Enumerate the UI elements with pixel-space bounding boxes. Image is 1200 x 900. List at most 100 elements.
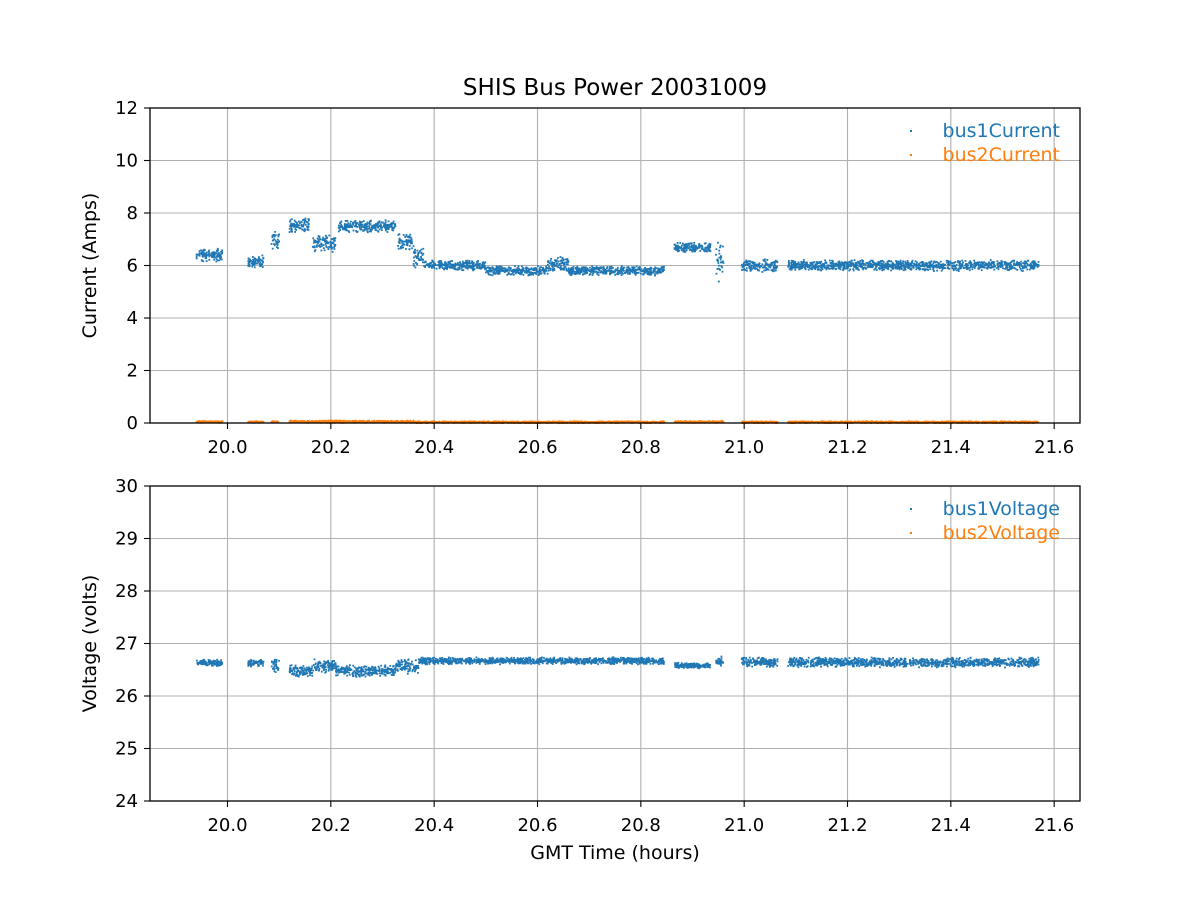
- data-point: [929, 263, 931, 265]
- data-point: [746, 263, 749, 265]
- data-point: [1018, 264, 1021, 267]
- data-point: [886, 267, 889, 270]
- data-point: [514, 265, 516, 268]
- data-point: [202, 253, 204, 256]
- data-point: [859, 262, 861, 265]
- data-point: [197, 420, 200, 423]
- data-point: [556, 262, 559, 265]
- data-point: [509, 267, 512, 269]
- data-point: [298, 420, 301, 423]
- data-point: [908, 264, 910, 266]
- data-point: [925, 262, 928, 264]
- data-point: [334, 245, 336, 247]
- data-point: [876, 263, 879, 265]
- data-point: [313, 241, 315, 244]
- data-point: [816, 268, 819, 271]
- data-point: [330, 420, 333, 423]
- data-point: [478, 264, 481, 267]
- data-point: [823, 265, 826, 268]
- data-point: [498, 269, 501, 272]
- data-point: [605, 269, 607, 272]
- data-point: [828, 268, 831, 270]
- data-point: [248, 264, 251, 266]
- data-point: [218, 259, 221, 262]
- data-point: [324, 243, 327, 246]
- data-point: [256, 259, 259, 261]
- data-point: [698, 245, 700, 247]
- data-point: [511, 421, 514, 423]
- data-point: [577, 272, 579, 275]
- data-point: [1005, 267, 1008, 269]
- data-point: [343, 228, 346, 231]
- data-point: [365, 223, 368, 225]
- data-point: [325, 242, 328, 244]
- data-point: [1014, 264, 1017, 267]
- data-point: [990, 262, 993, 265]
- data-point: [212, 252, 215, 255]
- data-point: [359, 221, 362, 224]
- data-point: [536, 270, 538, 273]
- data-point: [717, 280, 720, 283]
- data-point: [317, 238, 320, 241]
- data-point: [496, 421, 499, 424]
- data-point: [917, 266, 920, 269]
- data-point: [973, 261, 976, 264]
- data-point: [315, 241, 317, 244]
- data-point: [961, 259, 964, 262]
- data-point: [683, 251, 686, 253]
- data-point: [538, 271, 541, 273]
- data-point: [830, 264, 833, 267]
- data-point: [799, 266, 801, 269]
- data-point: [320, 420, 323, 422]
- data-point: [624, 272, 627, 274]
- data-point: [323, 249, 326, 252]
- data-point: [946, 263, 949, 266]
- data-point: [673, 247, 676, 250]
- data-point: [767, 268, 770, 271]
- data-point: [722, 245, 724, 248]
- data-point: [763, 266, 766, 269]
- data-point: [500, 421, 502, 423]
- data-point: [340, 226, 343, 228]
- data-point: [438, 261, 441, 264]
- data-point: [414, 248, 416, 251]
- data-point: [644, 270, 647, 273]
- data-point: [476, 421, 479, 424]
- data-point: [565, 267, 568, 270]
- data-point: [881, 262, 884, 265]
- data-point: [659, 269, 662, 271]
- data-point: [634, 273, 637, 276]
- data-point: [410, 242, 412, 245]
- data-point: [854, 264, 857, 267]
- data-point: [1032, 260, 1035, 263]
- data-point: [273, 235, 276, 238]
- data-point: [752, 266, 755, 269]
- data-point: [744, 264, 747, 266]
- data-point: [208, 255, 211, 258]
- data-point: [790, 263, 793, 266]
- data-point: [387, 228, 390, 231]
- data-point: [932, 268, 935, 271]
- data-point: [361, 221, 363, 223]
- data-point: [408, 245, 411, 247]
- data-point: [380, 221, 383, 224]
- data-point: [520, 269, 523, 271]
- data-point: [642, 269, 645, 272]
- data-point: [316, 240, 319, 243]
- data-point: [255, 420, 258, 423]
- data-point: [322, 421, 325, 423]
- data-point: [901, 265, 904, 267]
- data-point: [742, 262, 745, 265]
- data-point: [755, 263, 757, 266]
- data-point: [493, 271, 495, 274]
- data-point: [693, 241, 696, 244]
- data-point: [606, 267, 608, 270]
- data-point: [547, 260, 549, 262]
- data-point: [500, 266, 503, 269]
- data-point: [501, 421, 503, 423]
- data-point: [944, 263, 947, 266]
- data-point: [499, 270, 502, 273]
- data-point: [441, 420, 444, 423]
- data-point: [695, 245, 697, 248]
- data-point: [455, 268, 457, 271]
